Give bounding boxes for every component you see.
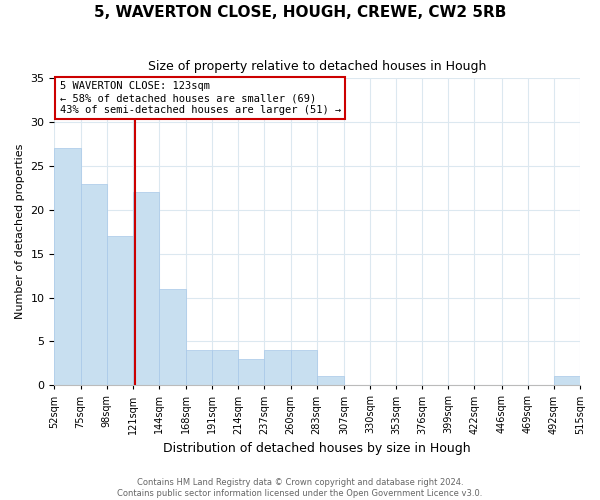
Bar [554,376,580,386]
Bar [186,350,212,386]
Bar [107,236,133,386]
X-axis label: Distribution of detached houses by size in Hough: Distribution of detached houses by size … [163,442,471,455]
Text: 5, WAVERTON CLOSE, HOUGH, CREWE, CW2 5RB: 5, WAVERTON CLOSE, HOUGH, CREWE, CW2 5RB [94,5,506,20]
Y-axis label: Number of detached properties: Number of detached properties [15,144,25,320]
Bar [133,192,159,386]
Bar [159,289,186,386]
Bar [55,148,80,386]
Text: Contains HM Land Registry data © Crown copyright and database right 2024.
Contai: Contains HM Land Registry data © Crown c… [118,478,482,498]
Bar [317,376,344,386]
Text: 5 WAVERTON CLOSE: 123sqm
← 58% of detached houses are smaller (69)
43% of semi-d: 5 WAVERTON CLOSE: 123sqm ← 58% of detach… [59,82,341,114]
Bar [265,350,290,386]
Bar [238,359,265,386]
Title: Size of property relative to detached houses in Hough: Size of property relative to detached ho… [148,60,487,73]
Bar [80,184,107,386]
Bar [212,350,238,386]
Bar [290,350,317,386]
